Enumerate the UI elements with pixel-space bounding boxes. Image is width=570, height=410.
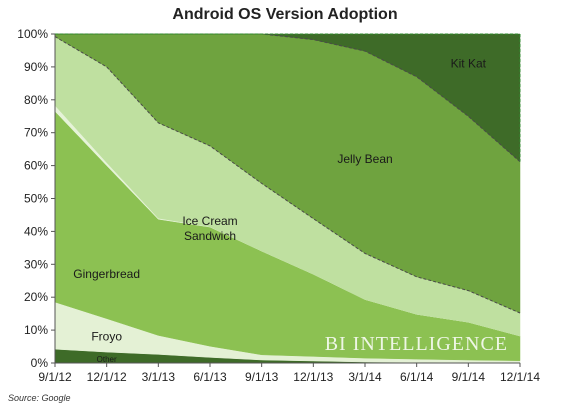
source-note: Source: Google	[8, 393, 71, 403]
area-label-froyo: Froyo	[91, 330, 122, 344]
x-tick-label: 3/1/13	[142, 370, 176, 384]
x-tick-label: 12/1/13	[293, 370, 333, 384]
y-tick-label: 0%	[31, 356, 49, 370]
area-label-other: Other	[97, 355, 117, 364]
y-tick-label: 70%	[24, 126, 48, 140]
y-tick-label: 80%	[24, 93, 48, 107]
watermark: BI INTELLIGENCE	[325, 333, 508, 355]
labels-layer: 0% 10% 20% 30% 40% 50% 60% 70% 80% 90% 100% 9/1/12 1…	[17, 27, 540, 384]
area-label-jelly-bean: Jelly Bean	[337, 152, 392, 166]
y-tick-label: 40%	[24, 224, 48, 238]
y-tick-label: 50%	[24, 192, 48, 206]
x-tick-label: 6/1/14	[400, 370, 434, 384]
chart-title: Android OS Version Adoption	[172, 6, 398, 23]
series-boundary-4	[54, 36, 521, 314]
x-tick-label: 9/1/12	[38, 370, 72, 384]
y-tick-label: 20%	[24, 290, 48, 304]
y-tick-label: 100%	[17, 27, 48, 41]
y-tick-label: 10%	[24, 323, 48, 337]
area-label-ice-cream-sandwich: Ice Cream Sandwich	[182, 214, 237, 243]
y-tick-label: 90%	[24, 60, 48, 74]
x-tick-label: 9/1/14	[452, 370, 486, 384]
areas-layer	[54, 33, 521, 364]
annotations-layer: Kit Kat Jelly Bean Ice Cream Sandwich Ginger…	[73, 57, 486, 364]
top-outline	[55, 33, 521, 162]
y-tick-label: 60%	[24, 159, 48, 173]
area-label-gingerbread: Gingerbread	[73, 267, 140, 281]
axes-layer	[51, 33, 521, 367]
area-kit-kat-6	[55, 33, 521, 163]
y-tick-label: 30%	[24, 257, 48, 271]
x-tick-label: 12/1/12	[87, 370, 127, 384]
area-label-kit-kat: Kit Kat	[451, 57, 487, 71]
x-tick-label: 3/1/14	[348, 370, 382, 384]
x-tick-label: 9/1/13	[245, 370, 279, 384]
x-tick-label: 12/1/14	[500, 370, 540, 384]
x-tick-label: 6/1/13	[193, 370, 227, 384]
